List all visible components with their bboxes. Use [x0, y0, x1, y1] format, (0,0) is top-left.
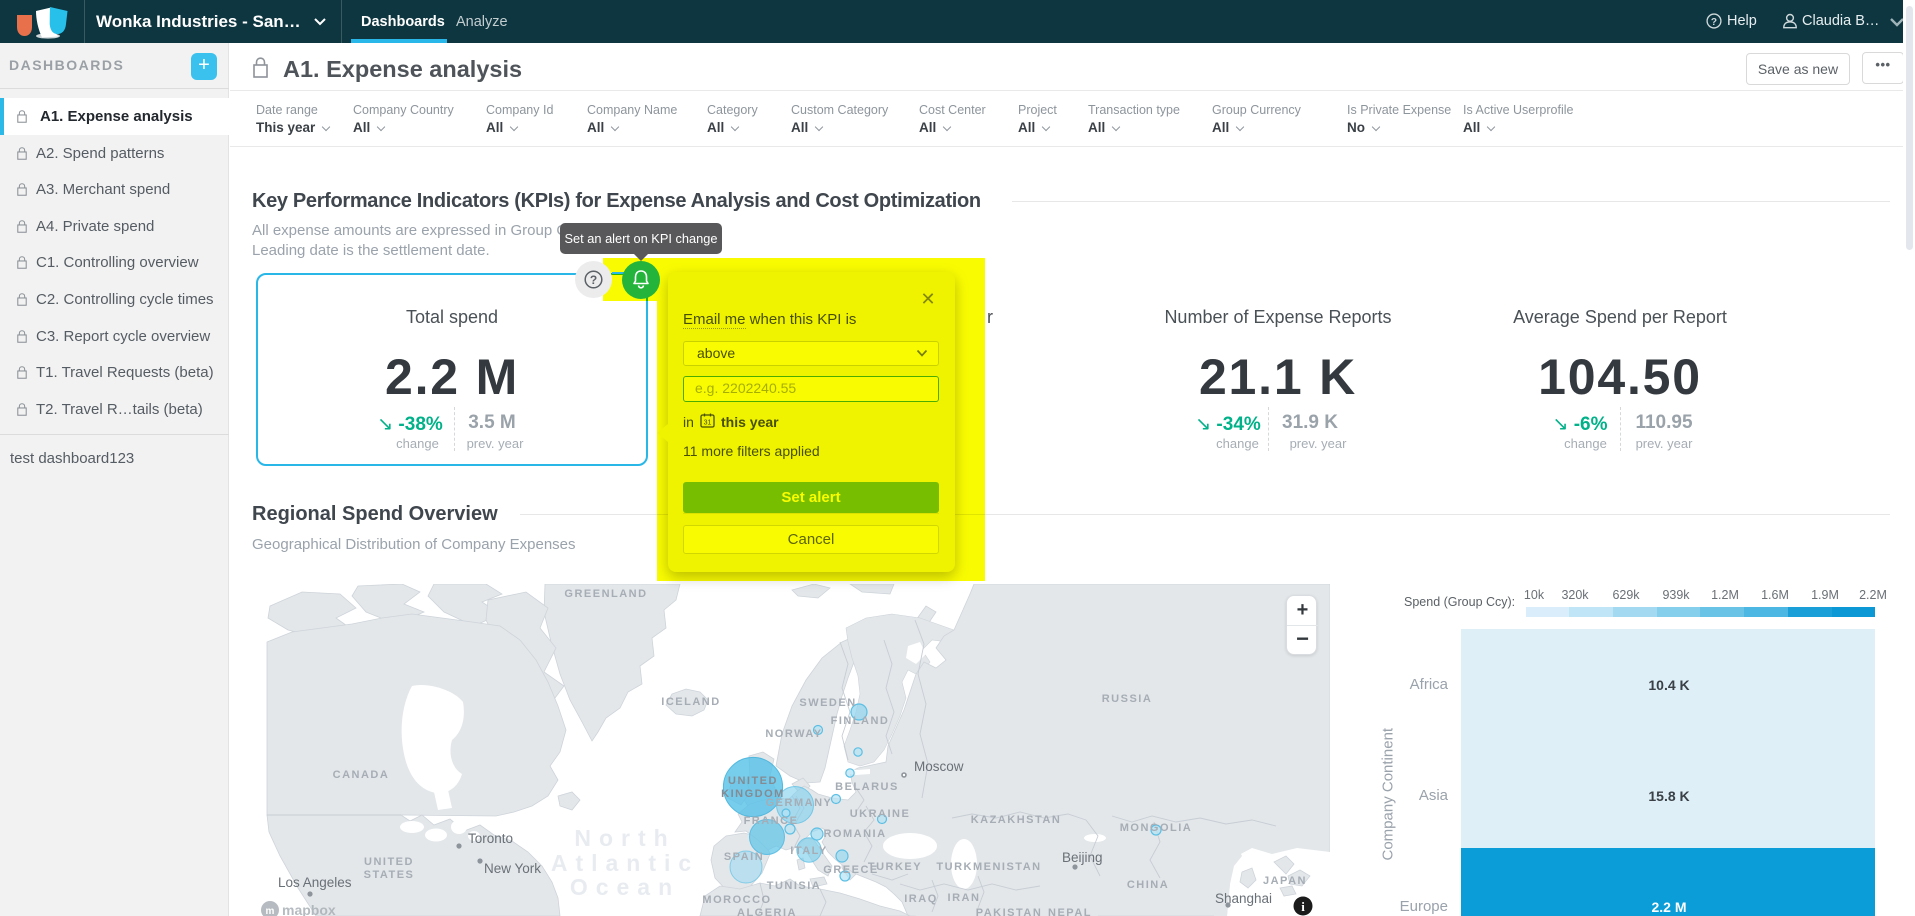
svg-text:mapbox: mapbox — [282, 902, 336, 916]
svg-text:?: ? — [1711, 17, 1717, 28]
svg-text:BELARUS: BELARUS — [835, 781, 899, 793]
svg-text:GREENLAND: GREENLAND — [564, 588, 647, 600]
svg-text:MOROCCO: MOROCCO — [702, 894, 771, 906]
svg-text:NEPAL: NEPAL — [1048, 907, 1092, 916]
svg-text:PAKISTAN: PAKISTAN — [976, 907, 1043, 916]
svg-text:Moscow: Moscow — [914, 759, 964, 774]
svg-text:New York: New York — [484, 861, 541, 876]
svg-text:ALGERIA: ALGERIA — [737, 907, 797, 916]
svg-text:North: North — [574, 825, 675, 851]
svg-text:Ocean: Ocean — [570, 874, 680, 900]
svg-text:Shanghai: Shanghai — [1215, 891, 1272, 906]
svg-text:TUNISIA: TUNISIA — [767, 880, 822, 892]
svg-text:UNITED: UNITED — [728, 775, 778, 787]
svg-text:ITALY: ITALY — [790, 845, 827, 857]
svg-text:KINGDOM: KINGDOM — [721, 788, 785, 800]
svg-text:Beijing: Beijing — [1062, 850, 1103, 865]
svg-text:m: m — [266, 906, 275, 916]
svg-text:NORWAY: NORWAY — [765, 728, 822, 740]
svg-text:UKRAINE: UKRAINE — [850, 808, 911, 820]
svg-text:IRAN: IRAN — [948, 892, 981, 904]
svg-text:CANADA: CANADA — [333, 769, 390, 781]
svg-text:ICELAND: ICELAND — [661, 696, 720, 708]
svg-text:SPAIN: SPAIN — [724, 851, 764, 863]
svg-text:STATES: STATES — [364, 869, 415, 881]
svg-text:SWEDEN: SWEDEN — [799, 697, 856, 709]
svg-text:JAPAN: JAPAN — [1263, 875, 1307, 887]
svg-text:CHINA: CHINA — [1127, 879, 1169, 891]
svg-text:IRAQ: IRAQ — [904, 893, 938, 905]
svg-text:Toronto: Toronto — [468, 831, 513, 846]
svg-text:FRANCE: FRANCE — [744, 815, 799, 827]
svg-text:Atlantic: Atlantic — [551, 850, 699, 876]
svg-text:Los Angeles: Los Angeles — [278, 875, 352, 890]
svg-text:MONGOLIA: MONGOLIA — [1120, 822, 1193, 834]
svg-text:TURKEY: TURKEY — [868, 861, 922, 873]
svg-text:RUSSIA: RUSSIA — [1102, 693, 1153, 705]
svg-text:TURKMENISTAN: TURKMENISTAN — [936, 861, 1041, 873]
svg-text:GERMANY: GERMANY — [766, 797, 833, 809]
svg-text:i: i — [1301, 899, 1305, 914]
svg-text:UNITED: UNITED — [364, 856, 414, 868]
svg-text:GREECE: GREECE — [823, 864, 878, 876]
svg-text:?: ? — [590, 273, 597, 287]
svg-text:KAZAKHSTAN: KAZAKHSTAN — [971, 814, 1062, 826]
svg-text:FINLAND: FINLAND — [831, 715, 890, 727]
svg-text:ROMANIA: ROMANIA — [823, 828, 886, 840]
